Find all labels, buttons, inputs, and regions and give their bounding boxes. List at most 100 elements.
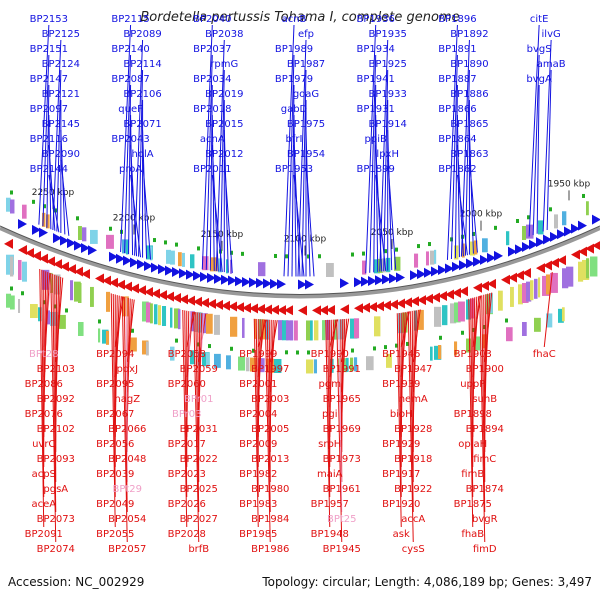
- gene-label: BP2092: [37, 394, 75, 405]
- gene-label: BP1979: [275, 74, 313, 85]
- gene-label: BP2023: [168, 469, 206, 480]
- reverse-cds-arrow: [228, 301, 237, 312]
- gene-label: BP2038: [205, 29, 243, 40]
- gene-leader-line: [543, 272, 553, 348]
- gene-label: BP2153: [30, 14, 68, 25]
- inner-feature-box: [534, 278, 538, 299]
- reverse-cds-arrow: [403, 297, 412, 308]
- gene-label: BP1982: [239, 469, 277, 480]
- outer-feature-tick: [76, 216, 79, 221]
- outer-feature-tick: [450, 237, 453, 242]
- forward-cds-arrow: [39, 227, 48, 238]
- outer-feature-tick: [351, 252, 354, 257]
- inner-feature-tick: [65, 308, 68, 313]
- gene-label: BP1941: [357, 74, 395, 85]
- gene-leader-line: [121, 296, 128, 543]
- forward-cds-arrow: [536, 237, 545, 248]
- inner-feature-box: [6, 254, 14, 275]
- gene-leader-line: [293, 144, 301, 277]
- gene-label: BP2151: [30, 44, 68, 55]
- inner-feature-tick: [43, 300, 46, 305]
- gene-label: BP1929: [382, 439, 420, 450]
- gene-leader-line: [305, 159, 315, 277]
- inner-feature-tick: [252, 348, 255, 353]
- reverse-cds-arrow: [158, 290, 167, 301]
- gene-label: BP1874: [466, 484, 504, 495]
- gene-label: BP1975: [287, 119, 325, 130]
- inner-feature-tick: [373, 346, 376, 351]
- gene-leader-line: [340, 319, 343, 483]
- inner-rna-box: [102, 329, 109, 344]
- gene-label: BP2071: [123, 119, 161, 130]
- gene-label: BP2093: [37, 454, 75, 465]
- forward-cds-arrow: [88, 245, 97, 256]
- outer-rna-box: [414, 253, 419, 268]
- inner-feature-box: [198, 312, 203, 333]
- gene-label: BP2145: [42, 119, 80, 130]
- gene-label: BP1946: [382, 349, 420, 360]
- scale-tick-label: 2250 kbp: [32, 188, 75, 198]
- gene-leader-line: [39, 268, 45, 528]
- gene-label: BP2049: [96, 499, 134, 510]
- outer-feature-tick: [230, 250, 233, 255]
- gene-label: BP2086: [25, 379, 63, 390]
- outer-rna-box: [202, 256, 209, 271]
- inner-feature-tick: [505, 318, 508, 323]
- outer-rna-box: [554, 214, 559, 229]
- reverse-cds-arrow: [536, 263, 545, 274]
- reverse-cds-arrow: [172, 293, 181, 304]
- inner-rna-box: [190, 350, 195, 365]
- outer-rna-box: [522, 225, 527, 240]
- gene-label: BPr03: [172, 409, 202, 420]
- inner-rna-box: [506, 327, 513, 342]
- forward-cds-arrow: [305, 279, 314, 290]
- gene-leader-line: [454, 84, 458, 259]
- forward-cds-arrow: [158, 264, 167, 275]
- outer-feature-tick: [527, 215, 530, 220]
- gene-label: citE: [530, 14, 549, 25]
- gene-leader-line: [546, 69, 552, 231]
- reverse-cds-arrow: [25, 247, 34, 258]
- outer-feature-tick: [582, 193, 585, 198]
- gene-label: efp: [298, 29, 314, 40]
- forward-cds-arrow: [200, 271, 209, 282]
- gene-leader-line: [464, 69, 470, 256]
- reverse-cds-arrow: [214, 299, 223, 310]
- outer-rna-box: [182, 252, 185, 267]
- gene-label: BP2043: [111, 134, 149, 145]
- gene-label: fimB: [461, 469, 484, 480]
- outer-rna-box: [90, 229, 98, 244]
- gene-leader-line: [255, 319, 259, 498]
- scale-tick-label: 2000 kbp: [460, 210, 503, 220]
- gene-label: BP1934: [357, 44, 395, 55]
- inner-feature-box: [418, 309, 424, 330]
- gene-label: pgi: [322, 409, 337, 420]
- summary-text: Topology: circular; Length: 4,086,189 bp…: [262, 575, 592, 589]
- outer-rna-box: [170, 250, 175, 265]
- gene-label: BP1865: [450, 119, 488, 130]
- gene-label: BP1925: [369, 59, 407, 70]
- gene-label: BP2054: [108, 514, 146, 525]
- reverse-cds-arrow: [515, 270, 524, 281]
- forward-cds-arrow: [354, 277, 363, 288]
- reverse-cds-arrow: [193, 296, 202, 307]
- gene-label: suhB: [472, 394, 497, 405]
- gene-label: BP1933: [369, 89, 407, 100]
- forward-cds-arrow: [340, 278, 349, 289]
- inner-rna-box: [106, 330, 110, 345]
- gene-leader-line: [407, 311, 414, 543]
- gene-leader-line: [46, 84, 50, 228]
- inner-rna-box: [274, 358, 282, 373]
- gene-leader-line: [532, 54, 540, 236]
- gene-label: BP1945: [323, 544, 361, 555]
- gene-leader-line: [219, 69, 225, 272]
- gene-label: acnB: [282, 14, 307, 25]
- accession-text: Accession: NC_002929: [8, 575, 145, 589]
- forward-cds-arrow: [571, 223, 580, 234]
- gene-label: BP2028: [168, 529, 206, 540]
- forward-cds-arrow: [557, 229, 566, 240]
- outer-feature-tick: [197, 246, 200, 251]
- outer-feature-tick: [285, 254, 288, 259]
- reverse-cds-arrow: [39, 253, 48, 264]
- gene-label: BP2089: [123, 29, 161, 40]
